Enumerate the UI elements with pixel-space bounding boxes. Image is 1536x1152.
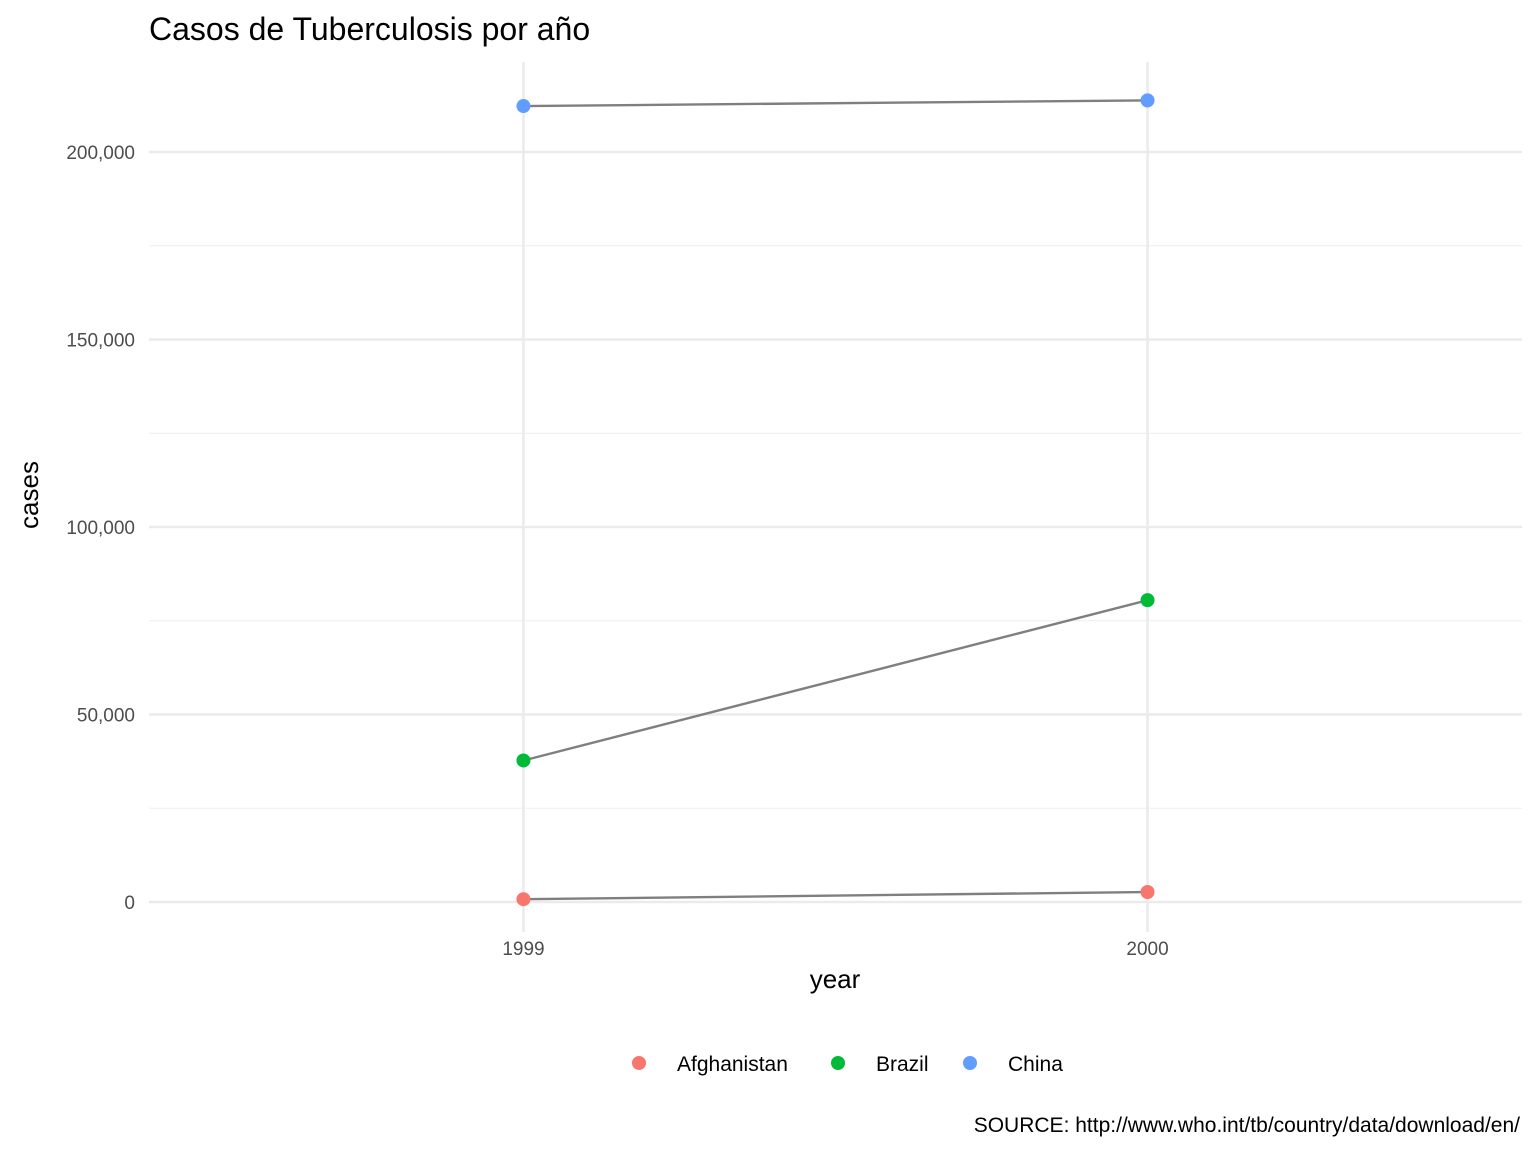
series-line-china bbox=[523, 99, 1148, 108]
grid bbox=[149, 62, 1522, 932]
y-tick-label: 150,000 bbox=[66, 331, 135, 352]
series-line-afghanistan bbox=[523, 890, 1148, 901]
data-point-afghanistan bbox=[516, 892, 531, 907]
legend-label-china: China bbox=[1008, 1053, 1063, 1076]
series-points bbox=[516, 93, 1155, 907]
y-tick-label: 200,000 bbox=[66, 143, 135, 164]
source-caption: SOURCE: http://www.who.int/tb/country/da… bbox=[974, 1114, 1520, 1137]
legend: Afghanistan Brazil China bbox=[632, 1053, 1063, 1076]
y-axis-title: cases bbox=[14, 461, 44, 529]
legend-key-brazil bbox=[831, 1056, 845, 1070]
x-tick-label: 1999 bbox=[502, 939, 544, 960]
y-axis-ticks: 0 50,000 100,000 150,000 200,000 bbox=[66, 143, 135, 914]
x-axis-ticks: 1999 2000 bbox=[502, 939, 1168, 960]
series-lines bbox=[523, 99, 1148, 901]
y-tick-label: 50,000 bbox=[77, 706, 135, 727]
legend-key-china bbox=[963, 1056, 977, 1070]
data-point-china bbox=[516, 99, 531, 114]
data-point-brazil bbox=[516, 753, 531, 768]
x-tick-label: 2000 bbox=[1126, 939, 1168, 960]
y-tick-label: 100,000 bbox=[66, 518, 135, 539]
data-point-brazil bbox=[1140, 593, 1155, 608]
series-line-brazil bbox=[523, 599, 1148, 762]
legend-key-afghanistan bbox=[632, 1056, 646, 1070]
x-axis-title: year bbox=[810, 964, 861, 994]
chart-title: Casos de Tuberculosis por año bbox=[149, 11, 590, 47]
y-tick-label: 0 bbox=[124, 893, 135, 914]
data-point-afghanistan bbox=[1140, 885, 1155, 900]
legend-label-brazil: Brazil bbox=[876, 1053, 929, 1076]
data-point-china bbox=[1140, 93, 1155, 108]
legend-label-afghanistan: Afghanistan bbox=[677, 1053, 788, 1076]
